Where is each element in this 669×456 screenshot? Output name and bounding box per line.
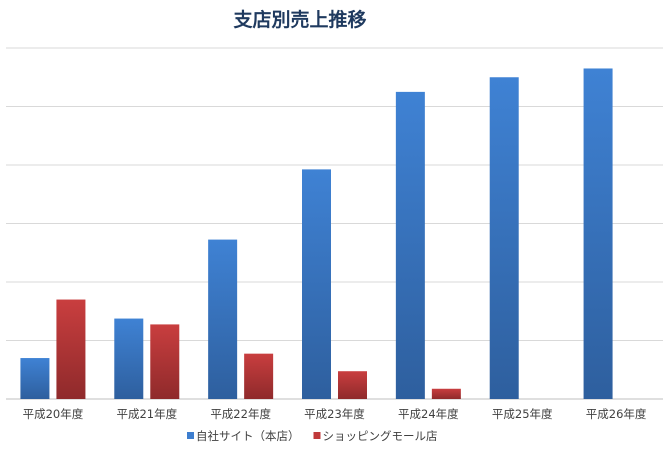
legend-label: ショッピングモール店 xyxy=(323,429,438,443)
legend-swatch xyxy=(187,432,194,439)
legend-swatch xyxy=(313,432,321,439)
bars xyxy=(20,68,613,399)
series-mall-bar xyxy=(338,371,367,399)
x-tick-label: 平成24年度 xyxy=(398,407,459,421)
series-home-bar xyxy=(20,358,50,399)
x-tick-label: 平成26年度 xyxy=(586,407,647,421)
series-home-bar xyxy=(208,239,238,399)
x-tick-label: 平成25年度 xyxy=(492,407,553,421)
series-mall-bar xyxy=(244,353,274,399)
series-home-bar xyxy=(583,68,613,399)
x-tick-label: 平成21年度 xyxy=(116,407,177,421)
series-home-bar xyxy=(395,91,425,399)
x-tick-label: 平成20年度 xyxy=(23,407,84,421)
legend-label: 自社サイト（本店） xyxy=(196,429,300,443)
x-tick-label: 平成22年度 xyxy=(210,407,271,421)
series-home-bar xyxy=(489,77,519,399)
series-mall-bar xyxy=(56,299,86,399)
series-home-bar xyxy=(114,318,144,399)
x-axis-labels: 平成20年度 平成21年度 平成22年度 平成23年度 平成24年度 平成25年度 平成26… xyxy=(23,407,647,421)
chart-title: 支店別売上推移 xyxy=(232,8,366,31)
series-mall-bar xyxy=(431,388,461,399)
legend: 自社サイト（本店） ショッピングモール店 xyxy=(187,429,438,443)
series-home-bar xyxy=(302,169,331,399)
series-mall-bar xyxy=(150,324,180,399)
x-tick-label: 平成23年度 xyxy=(304,407,365,421)
gridlines xyxy=(6,47,663,400)
